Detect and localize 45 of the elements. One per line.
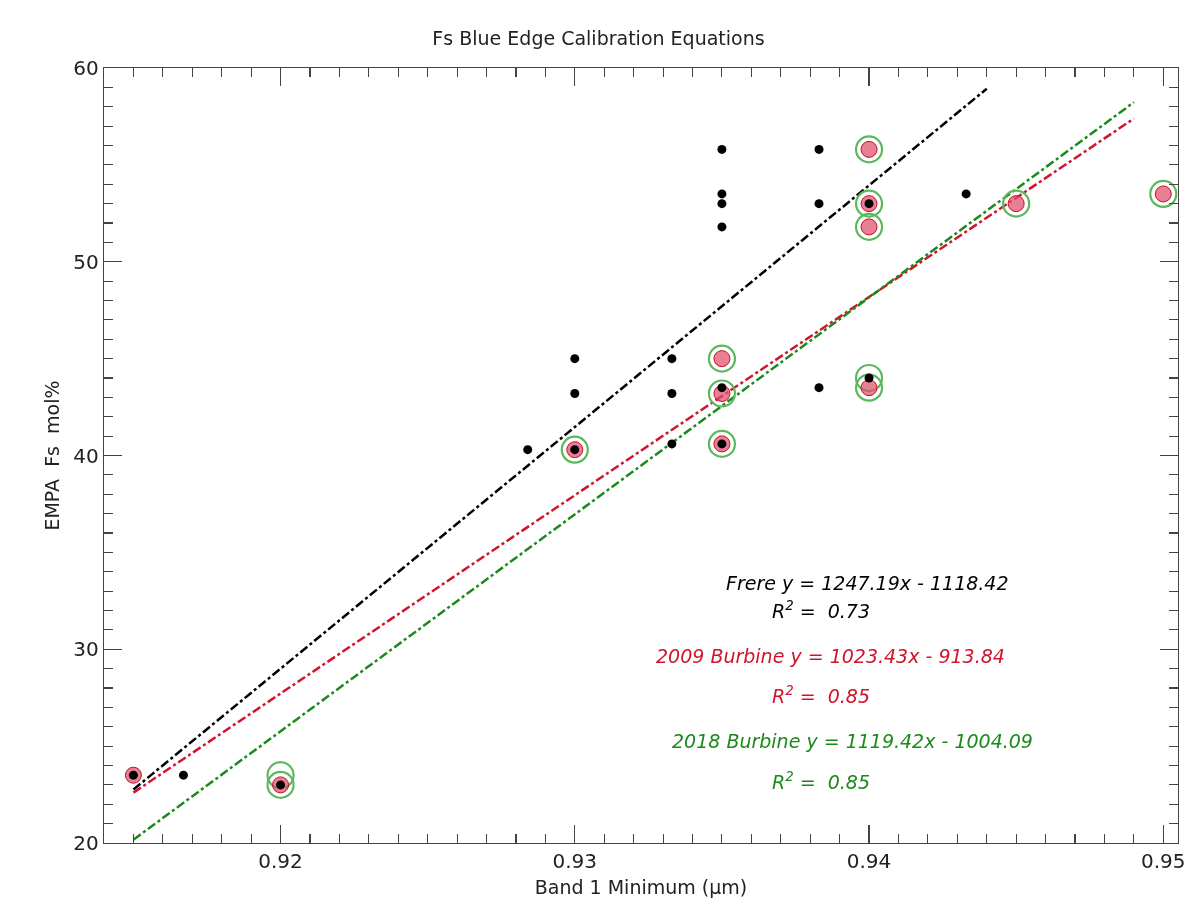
x-tick-label: 0.94 [846,849,892,874]
point [178,770,188,780]
annotation: R$^{2}$ = 0.85 [772,683,871,707]
y-tick-label: 60 [73,56,99,80]
point [707,344,737,373]
point [667,354,677,364]
x-tick-label: 0.92 [258,849,303,874]
point [707,379,737,408]
x-tick-label: 0.93 [552,849,598,874]
point [854,135,884,164]
point [667,439,677,449]
point [266,770,295,799]
point [707,429,737,458]
point [560,435,589,464]
point [667,389,677,398]
x-axis-title: Band 1 Minimum (μm) [534,875,748,898]
point [570,389,580,398]
y-tick-label: 50 [73,249,99,274]
point [717,144,727,154]
annotation: R$^{2}$ = 0.85 [772,769,871,793]
point [717,199,727,209]
point [814,144,824,154]
annotation: Frere y = 1247.19x - 1118.42 [726,572,1009,594]
point [717,383,727,393]
point [717,222,727,232]
y-tick-label: 20 [73,831,99,855]
chart-title: Fs Blue Edge Calibration Equations [432,27,765,50]
y-axis-title: EMPA Fs mol% [41,380,64,531]
annotation: R$^{2}$ = 0.73 [772,598,871,622]
point [814,383,824,393]
annotation: 2018 Burbine y = 1119.42x - 1004.09 [672,730,1033,752]
point [717,189,727,199]
point [570,354,580,364]
y-tick-label: 30 [73,637,99,662]
point [1002,189,1031,218]
point [854,212,884,241]
point [814,199,824,209]
point [854,189,884,218]
x-tick-label: 0.95 [1141,849,1186,874]
y-tick-label: 40 [73,443,99,468]
point [854,373,884,402]
point [1149,179,1178,209]
annotation: 2009 Burbine y = 1023.43x - 913.84 [656,645,1005,667]
point [961,189,971,199]
point [523,445,533,455]
